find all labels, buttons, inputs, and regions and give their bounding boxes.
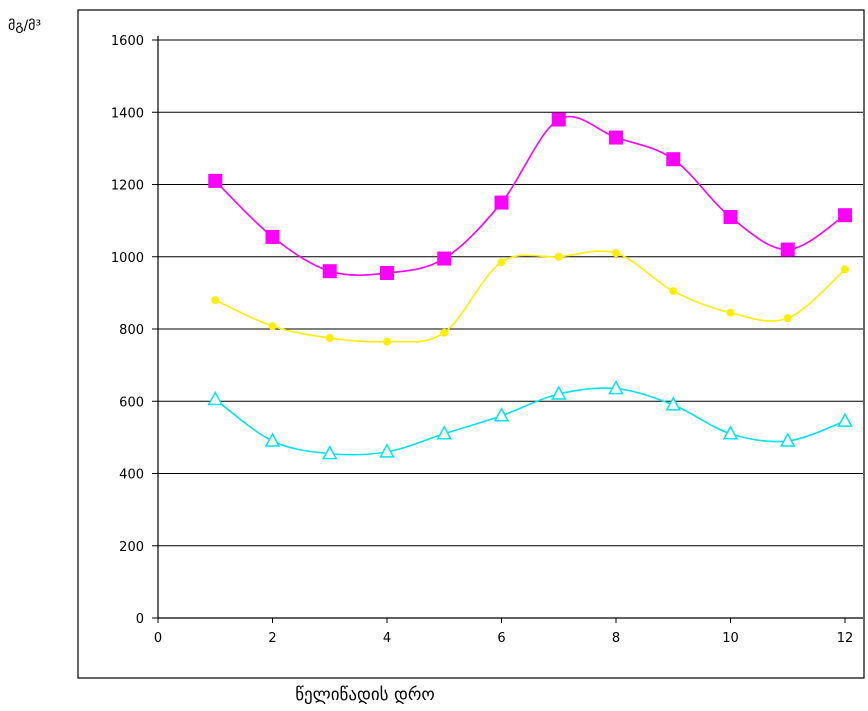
data-point-square: [609, 130, 623, 145]
series-3: [207, 380, 853, 460]
data-point-triangle: [665, 396, 682, 411]
data-point-square: [437, 251, 452, 266]
x-axis-label: წელიწადის დრო: [295, 685, 435, 705]
y-tick-labels: 0 200 400 600 800 1000 1200 1400 1600: [111, 34, 144, 627]
data-point-circle: [497, 258, 506, 267]
data-point-square: [322, 264, 337, 279]
data-point-circle: [554, 252, 563, 261]
y-tick-label: 1600: [111, 34, 144, 49]
series-2: [211, 249, 849, 346]
data-point-triangle: [608, 380, 624, 395]
y-tick-label: 600: [119, 395, 144, 410]
x-tick-label: 2: [268, 631, 276, 646]
data-point-circle: [211, 296, 220, 305]
y-axis-label: მგ/მ³: [8, 18, 41, 34]
y-tick-label: 1400: [111, 106, 144, 121]
series-layer: [207, 112, 853, 460]
y-tick-label: 800: [119, 323, 144, 338]
data-point-circle: [383, 337, 391, 346]
x-tick-label: 0: [154, 631, 162, 646]
y-tick-label: 200: [119, 540, 144, 555]
series-line: [214, 115, 846, 276]
data-point-triangle: [550, 385, 567, 400]
data-point-circle: [440, 328, 449, 337]
data-point-triangle: [779, 432, 796, 447]
data-point-triangle: [264, 432, 281, 447]
data-point-triangle: [722, 425, 739, 440]
series-1: [208, 112, 852, 281]
data-point-triangle: [207, 390, 224, 406]
data-point-triangle: [379, 443, 395, 458]
y-tick-label: 1200: [111, 179, 144, 194]
x-tick-label: 10: [722, 631, 739, 646]
data-point-circle: [841, 265, 849, 274]
y-tick-label: 400: [119, 468, 144, 483]
data-point-square: [208, 173, 223, 188]
data-point-circle: [783, 314, 792, 323]
data-point-circle: [726, 308, 735, 317]
data-point-triangle: [837, 412, 853, 427]
data-point-circle: [325, 334, 334, 343]
data-point-circle: [268, 322, 277, 331]
data-point-square: [838, 208, 852, 223]
x-tick-label: 6: [497, 631, 505, 646]
data-point-square: [666, 152, 681, 167]
data-point-circle: [669, 287, 678, 296]
data-point-square: [551, 112, 566, 127]
data-point-square: [780, 242, 795, 257]
gridlines: [158, 39, 863, 547]
data-point-square: [723, 210, 738, 225]
x-tick-label: 8: [612, 631, 620, 646]
chart-frame: [77, 9, 865, 679]
data-point-triangle: [436, 425, 453, 440]
data-point-triangle: [493, 407, 510, 422]
x-tick-label: 4: [383, 631, 391, 646]
y-tick-label: 0: [136, 612, 144, 627]
data-point-circle: [612, 249, 620, 258]
axes: [152, 36, 863, 623]
series-line: [214, 250, 846, 343]
x-tick-label: 12: [837, 631, 854, 646]
data-point-triangle: [321, 445, 338, 460]
y-tick-label: 1000: [111, 251, 144, 266]
data-point-square: [494, 195, 509, 210]
data-point-square: [265, 229, 280, 244]
data-point-square: [380, 266, 394, 281]
series-line: [214, 387, 846, 456]
x-tick-labels: 0 2 4 6 8 10 12: [154, 631, 853, 646]
